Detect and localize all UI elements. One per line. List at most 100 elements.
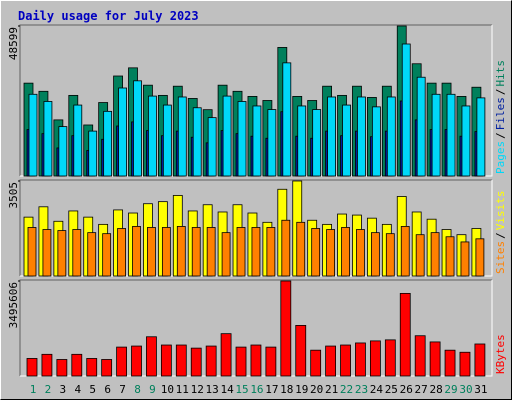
chart-title: Daily usage for July 2023	[18, 9, 199, 23]
bar	[148, 95, 157, 177]
bar	[237, 101, 247, 177]
legend-separator: /	[494, 89, 507, 96]
bar	[371, 106, 381, 177]
bar	[280, 280, 292, 377]
bar	[42, 229, 52, 277]
bar	[41, 353, 53, 377]
x-tick-label: 9	[149, 383, 156, 396]
bar	[325, 345, 337, 377]
bar	[101, 359, 113, 377]
bar	[370, 232, 380, 277]
bar	[384, 339, 396, 377]
bar	[311, 228, 321, 277]
y-tick-label: 3495606	[7, 282, 20, 328]
bar	[43, 101, 53, 177]
x-tick-label: 10	[161, 383, 174, 396]
legend-entry: Sites	[494, 241, 507, 274]
x-tick-label: 23	[355, 383, 368, 396]
bar	[386, 96, 396, 177]
x-tick-label: 15	[235, 383, 248, 396]
bar	[459, 351, 471, 377]
x-tick-label: 27	[415, 383, 428, 396]
bar	[207, 117, 217, 177]
bar	[28, 93, 38, 177]
panel-border-dark	[19, 179, 492, 276]
bar	[445, 236, 455, 277]
bar	[356, 229, 365, 277]
bar	[57, 230, 67, 277]
x-tick-label: 24	[370, 383, 384, 396]
x-tick-label: 19	[295, 383, 308, 396]
bar	[282, 62, 292, 177]
bar	[27, 227, 37, 277]
bar	[175, 344, 187, 377]
x-tick-label: 28	[429, 383, 442, 396]
bar	[87, 232, 97, 277]
x-tick-label: 6	[104, 383, 111, 396]
bar	[312, 109, 322, 177]
x-tick-label: 13	[206, 383, 219, 396]
bar	[340, 344, 351, 377]
bar	[431, 93, 441, 177]
legend: KBytes	[494, 334, 507, 374]
bar	[357, 96, 366, 177]
x-tick-label: 20	[310, 383, 323, 396]
bar	[327, 96, 337, 177]
bar	[416, 76, 426, 177]
bar	[476, 97, 486, 177]
bar	[251, 227, 261, 277]
bar	[131, 345, 142, 377]
bar	[265, 346, 277, 377]
bar	[430, 232, 440, 277]
bar	[296, 221, 306, 277]
bar	[206, 227, 216, 277]
bar	[414, 335, 426, 377]
legend-separator: /	[494, 132, 507, 139]
legend: Sites /Visits	[494, 191, 507, 275]
legend-separator: /	[494, 232, 507, 239]
panel-border-dark	[19, 24, 492, 176]
bar	[446, 93, 456, 177]
bar	[176, 226, 186, 277]
bar	[355, 342, 366, 377]
panel-border-dark	[19, 279, 492, 376]
bar	[132, 226, 141, 277]
bar	[117, 228, 126, 277]
x-tick-label: 30	[459, 383, 472, 396]
y-tick-label: 48599	[7, 27, 20, 60]
bar	[72, 229, 82, 277]
legend-entry: Visits	[494, 191, 507, 231]
bar	[26, 358, 38, 377]
bar	[461, 105, 471, 177]
bar	[236, 227, 246, 277]
bar	[474, 343, 486, 377]
x-tick-label: 16	[250, 383, 263, 396]
x-tick-label: 2	[45, 383, 52, 396]
bar	[429, 341, 441, 377]
x-tick-label: 12	[191, 383, 204, 396]
bar	[161, 227, 171, 277]
bar	[310, 349, 322, 377]
bar	[86, 358, 98, 377]
bar	[266, 227, 276, 277]
bar	[385, 233, 395, 277]
bar	[415, 234, 425, 277]
legend: Pages/Files/Hits	[494, 60, 507, 174]
x-tick-label: 14	[220, 383, 234, 396]
bar	[222, 95, 232, 177]
x-tick-label: 22	[340, 383, 353, 396]
x-tick-label: 26	[400, 383, 413, 396]
x-tick-label: 1	[30, 383, 37, 396]
bar	[102, 233, 112, 277]
bar	[160, 344, 172, 377]
bar	[191, 227, 201, 277]
x-tick-label: 7	[119, 383, 126, 396]
bar	[147, 227, 156, 277]
bar	[221, 232, 231, 277]
bar	[250, 344, 262, 377]
bar	[177, 96, 187, 177]
bar	[190, 347, 202, 377]
bar	[326, 229, 336, 277]
legend-entry: Hits	[494, 60, 507, 87]
